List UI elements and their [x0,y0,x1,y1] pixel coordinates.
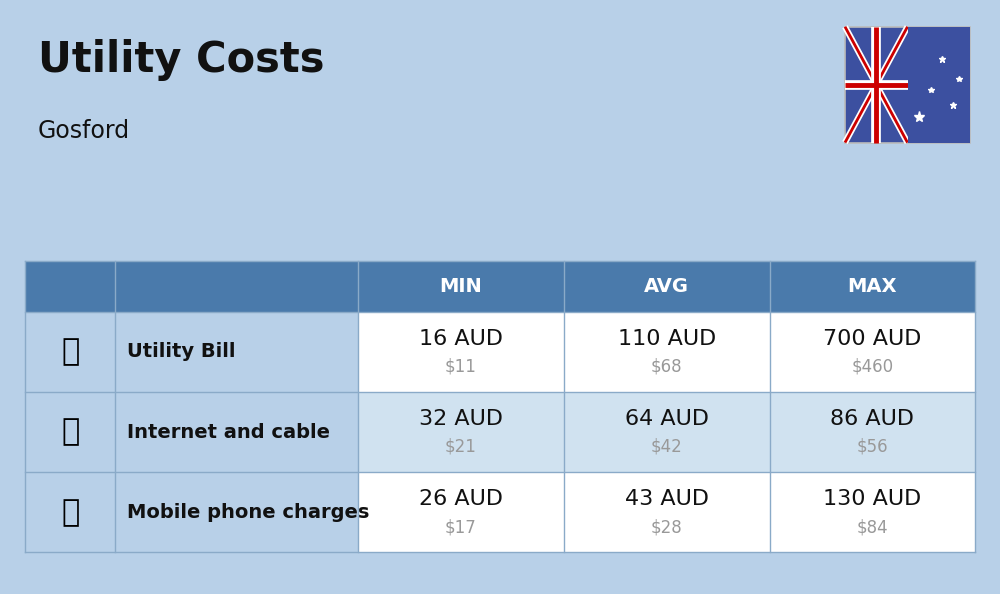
Bar [115,261,358,312]
Bar [115,312,358,392]
Text: MAX: MAX [848,277,897,296]
Bar [25,472,115,552]
Text: $56: $56 [857,438,888,456]
Bar [845,27,970,143]
Bar [25,261,975,312]
Bar [564,312,770,392]
Bar [358,312,564,392]
Text: $84: $84 [857,518,888,536]
Bar [25,261,115,312]
Text: $460: $460 [851,358,893,376]
Bar [25,392,115,472]
Bar [115,392,358,472]
Bar [770,472,975,552]
Text: 700 AUD: 700 AUD [823,329,922,349]
Text: $68: $68 [651,358,683,376]
Text: 26 AUD: 26 AUD [419,489,503,509]
Text: $21: $21 [445,438,477,456]
Text: Mobile phone charges: Mobile phone charges [127,503,370,522]
Text: $28: $28 [651,518,683,536]
Text: Internet and cable: Internet and cable [127,423,330,441]
Bar [25,312,115,392]
Bar [770,312,975,392]
Text: MIN: MIN [439,277,482,296]
Text: 16 AUD: 16 AUD [419,329,503,349]
Text: Utility Bill: Utility Bill [127,343,236,361]
Text: 86 AUD: 86 AUD [830,409,914,429]
Text: Utility Costs: Utility Costs [38,39,324,81]
Bar [564,472,770,552]
Text: 130 AUD: 130 AUD [823,489,922,509]
Bar [358,392,564,472]
Bar [564,392,770,472]
Text: 64 AUD: 64 AUD [625,409,709,429]
Text: 32 AUD: 32 AUD [419,409,503,429]
Bar [358,472,564,552]
Text: $17: $17 [445,518,476,536]
Text: 📡: 📡 [61,418,79,447]
Text: Gosford: Gosford [38,119,130,143]
Text: AVG: AVG [644,277,689,296]
Text: 110 AUD: 110 AUD [618,329,716,349]
Bar [115,472,358,552]
Text: $42: $42 [651,438,683,456]
Bar [908,27,970,143]
Text: 43 AUD: 43 AUD [625,489,709,509]
Bar [770,392,975,472]
Text: 📱: 📱 [61,498,79,527]
Text: $11: $11 [445,358,477,376]
Text: 🔌: 🔌 [61,337,79,366]
